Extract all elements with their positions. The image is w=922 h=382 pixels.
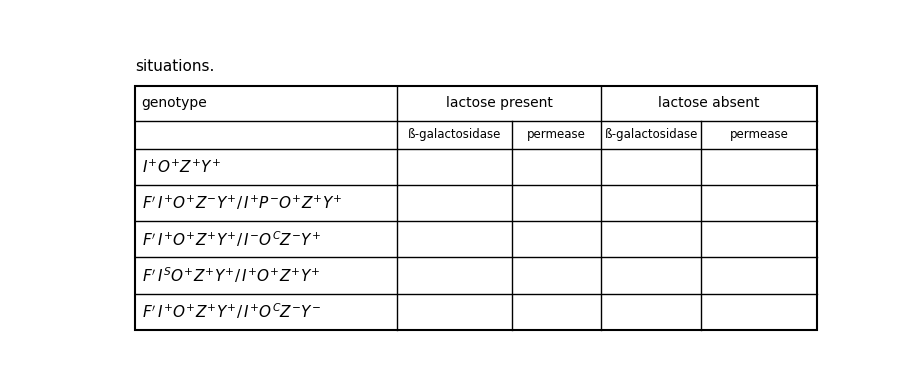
Text: lactose absent: lactose absent — [658, 96, 760, 110]
Text: $\mathit{F'\,I^{+}O^{+}Z^{+}Y^{+}/\,I^{+}O^{C}Z^{-}Y^{-}}$: $\mathit{F'\,I^{+}O^{+}Z^{+}Y^{+}/\,I^{+… — [142, 302, 322, 322]
Text: $\mathit{F'\,I^{+}O^{+}Z^{+}Y^{+}/\,I^{-}O^{C}Z^{-}Y^{+}}$: $\mathit{F'\,I^{+}O^{+}Z^{+}Y^{+}/\,I^{-… — [142, 230, 322, 249]
Text: permease: permease — [729, 128, 788, 141]
Text: ß-galactosidase: ß-galactosidase — [605, 128, 698, 141]
Text: ß-galactosidase: ß-galactosidase — [408, 128, 502, 141]
Text: lactose present: lactose present — [446, 96, 553, 110]
Text: $\mathit{F'\,I^{S}O^{+}Z^{+}Y^{+}/\,I^{+}O^{+}Z^{+}Y^{+}}$: $\mathit{F'\,I^{S}O^{+}Z^{+}Y^{+}/\,I^{+… — [142, 265, 321, 285]
Text: genotype: genotype — [141, 96, 207, 110]
Text: situations.: situations. — [136, 59, 215, 74]
Text: $\mathit{I^{+}O^{+}Z^{+}Y^{+}}$: $\mathit{I^{+}O^{+}Z^{+}Y^{+}}$ — [142, 159, 221, 176]
Text: $\mathit{F'\,I^{+}O^{+}Z^{-}Y^{+}/\,I^{+}P^{-}O^{+}Z^{+}Y^{+}}$: $\mathit{F'\,I^{+}O^{+}Z^{-}Y^{+}/\,I^{+… — [142, 194, 343, 212]
Text: permease: permease — [527, 128, 585, 141]
Bar — [136, 86, 817, 330]
